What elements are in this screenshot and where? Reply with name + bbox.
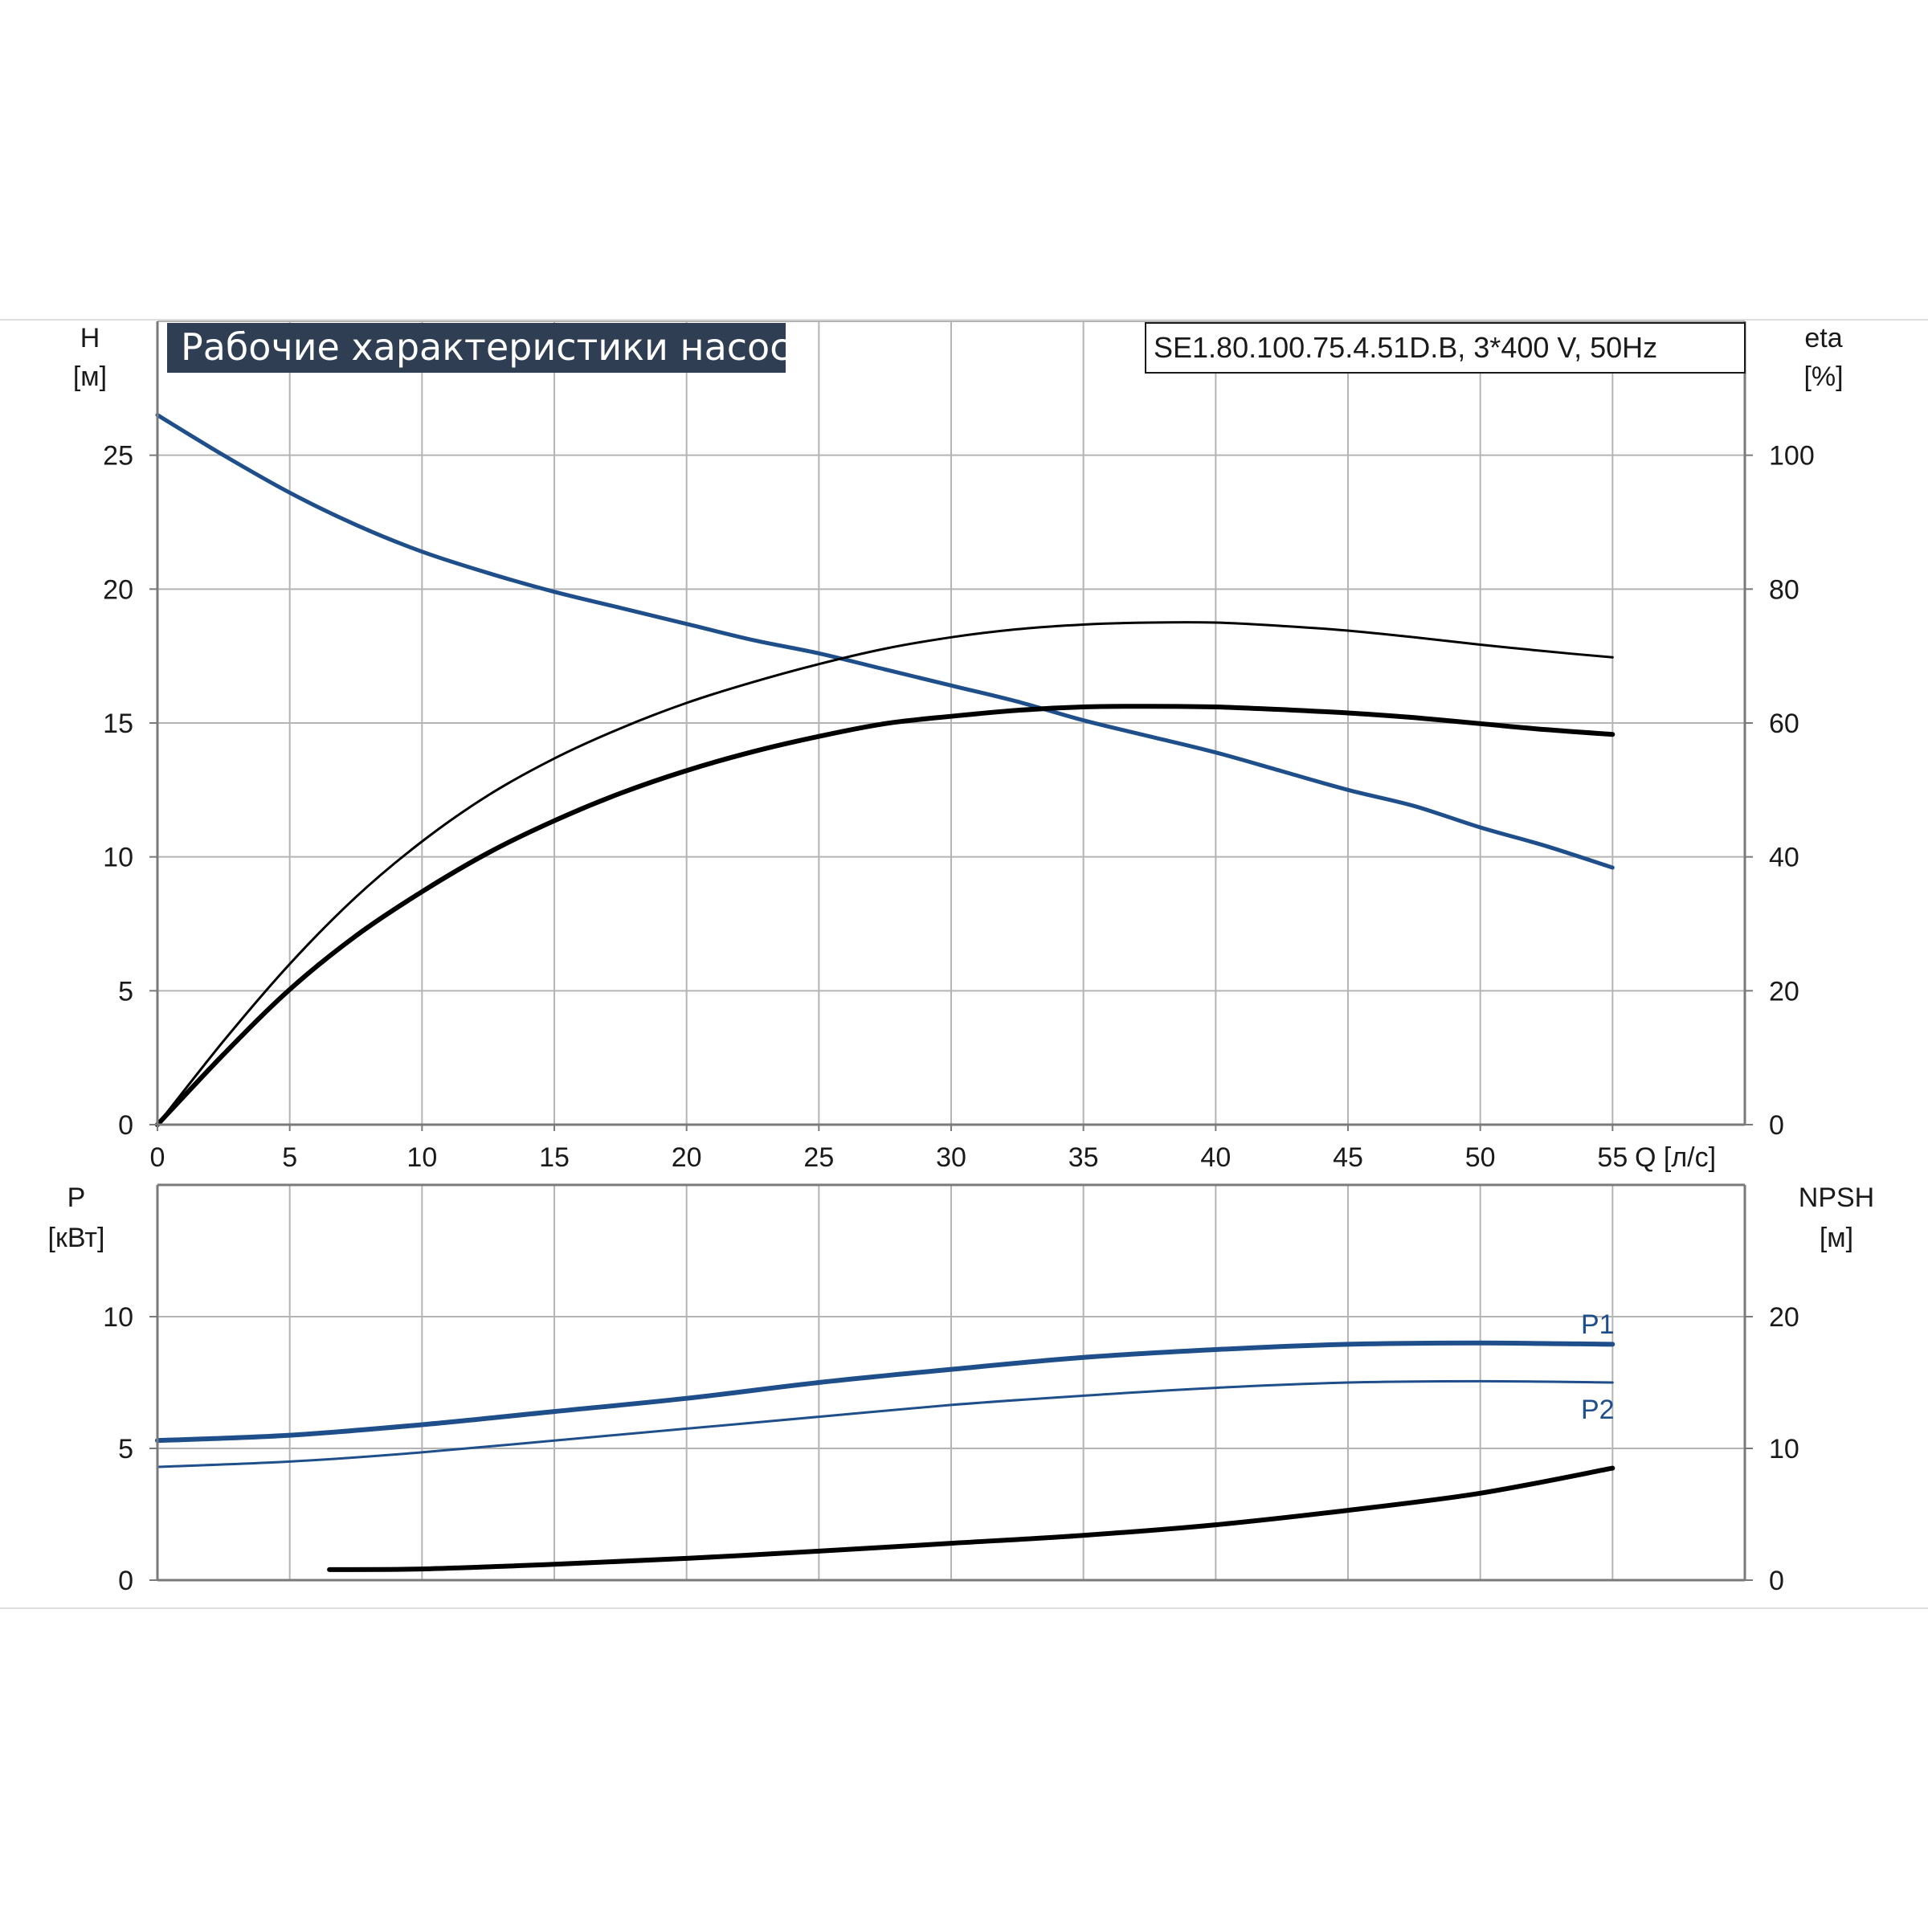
y-left-tick-label: 10: [103, 843, 133, 873]
npsh-tick-label: 10: [1769, 1434, 1799, 1464]
y-left-axis-name: H: [80, 323, 100, 353]
y-right-tick-label: 20: [1769, 976, 1799, 1007]
x-tick-label: 40: [1200, 1142, 1231, 1173]
x-tick-label: 30: [936, 1142, 966, 1173]
y-right-tick-label: 60: [1769, 709, 1799, 739]
x-axis-label: Q [л/с]: [1635, 1142, 1716, 1173]
top-grid: [157, 321, 1746, 1125]
p1-curve: [155, 1340, 1616, 1444]
bottom-tick-labels: 0 5 10 0 10 20: [103, 1302, 1799, 1596]
y-left-tick-label: 15: [103, 709, 133, 739]
npsh-tick-label: 20: [1769, 1302, 1799, 1333]
y-right-tick-label: 80: [1769, 574, 1799, 605]
y-left-axis-unit: [м]: [73, 361, 107, 392]
y-right-axis-name: eta: [1804, 323, 1842, 353]
x-tick-label: 15: [539, 1142, 570, 1173]
bottom-curves: [155, 1340, 1616, 1572]
y-left-tick-label: 5: [118, 976, 133, 1007]
y-right-tick-label: 40: [1769, 843, 1799, 873]
head-curve: [155, 413, 1615, 870]
x-tick-label: 25: [803, 1142, 834, 1173]
bottom-axes: [156, 1183, 1746, 1582]
x-tick-label: 0: [150, 1142, 165, 1173]
p-axis-name: P: [67, 1182, 86, 1213]
top-tick-labels: 0 5 10 15 20 25 30 35 40 45 50 55 0 5 10 15 20 25 0 20 40 60 8…: [103, 441, 1815, 1173]
p-axis-unit: [кВт]: [48, 1223, 105, 1253]
model-label: SE1.80.100.75.4.51D.B, 3*400 V, 50Hz: [1154, 331, 1657, 364]
efficiency-curve-thin: [156, 621, 1614, 1126]
y-left-tick-label: 20: [103, 574, 133, 605]
p-tick-label: 0: [118, 1566, 133, 1596]
p-tick-label: 10: [103, 1302, 133, 1333]
y-left-tick-label: 25: [103, 441, 133, 472]
chart-title-box: [167, 323, 786, 373]
npsh-axis-name: NPSH: [1799, 1182, 1874, 1213]
npsh-axis-unit: [м]: [1820, 1223, 1853, 1253]
x-tick-label: 5: [282, 1142, 297, 1173]
p2-curve: [156, 1379, 1614, 1468]
x-tick-label: 50: [1465, 1142, 1496, 1173]
npsh-tick-label: 0: [1769, 1566, 1784, 1596]
head-efficiency-chart: 0 5 10 15 20 25 30 35 40 45 50 55 0 5 10 15 20 25 0 20 40 60 8…: [73, 321, 1844, 1173]
x-tick-label: 20: [672, 1142, 702, 1173]
y-right-tick-label: 0: [1769, 1110, 1784, 1141]
p-tick-label: 5: [118, 1434, 133, 1464]
chart-title: Рабочие характеристики насоса: [181, 325, 813, 369]
x-tick-label: 45: [1333, 1142, 1363, 1173]
x-tick-label: 10: [406, 1142, 437, 1173]
x-tick-label: 55: [1597, 1142, 1628, 1173]
p1-label: P1: [1581, 1309, 1615, 1340]
x-tick-label: 35: [1068, 1142, 1099, 1173]
power-npsh-chart: 0 5 10 0 10 20 P [кВт] NPSH [м] P1 P2: [48, 1182, 1875, 1596]
efficiency-curve-thick: [155, 704, 1616, 1127]
npsh-curve: [327, 1465, 1616, 1572]
top-curves: [155, 413, 1616, 1127]
model-box: [1145, 322, 1746, 374]
y-right-axis-unit: [%]: [1803, 361, 1843, 392]
y-right-tick-label: 100: [1769, 441, 1815, 472]
p2-label: P2: [1581, 1395, 1615, 1425]
y-left-tick-label: 0: [118, 1110, 133, 1141]
